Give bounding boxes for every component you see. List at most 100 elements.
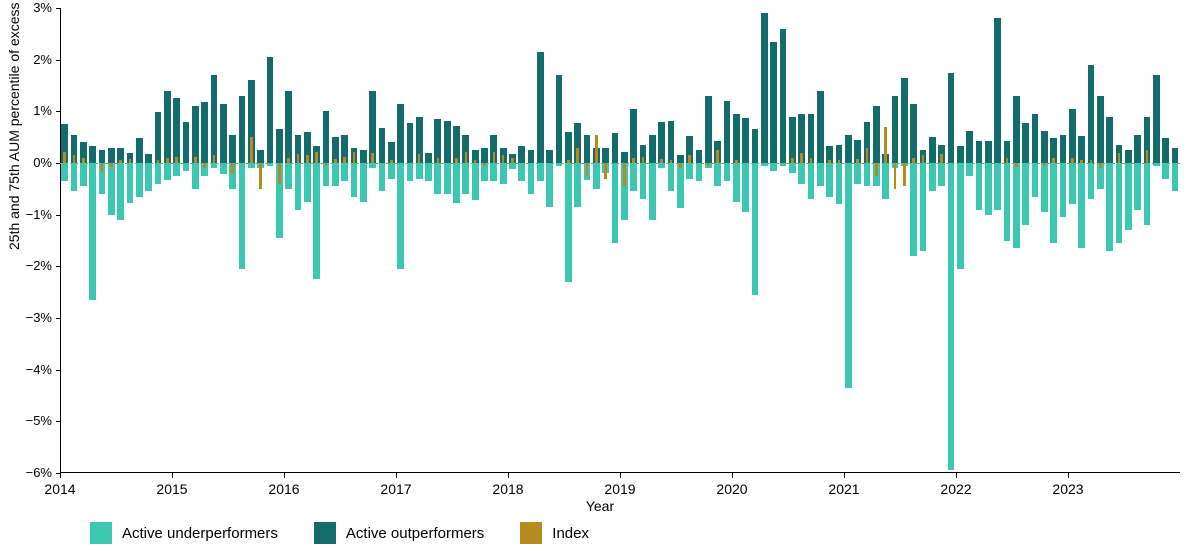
bar-index (465, 152, 468, 163)
bar-index (502, 155, 505, 163)
bar-underperformer (211, 163, 218, 168)
bar-underperformer (826, 163, 833, 197)
bar-outperformer (434, 119, 441, 163)
bar-underperformer (742, 163, 749, 212)
bar-index (437, 158, 440, 163)
bar-underperformer (630, 163, 637, 191)
bar-index (157, 160, 160, 163)
bar-underperformer (770, 163, 777, 171)
bar-outperformer (518, 146, 525, 163)
bar-index (1071, 158, 1074, 163)
bar-underperformer (1116, 163, 1123, 243)
bar-outperformer (966, 131, 973, 163)
bar-outperformer (173, 98, 180, 163)
legend-swatch-index (520, 522, 542, 544)
bar-index (315, 152, 318, 163)
bar-index (474, 160, 477, 163)
bar-underperformer (882, 163, 889, 199)
bar-underperformer (481, 163, 488, 181)
bar-underperformer (1013, 163, 1020, 248)
bar-index (455, 158, 458, 163)
bar-index (660, 159, 663, 163)
bar-outperformer (239, 96, 246, 163)
bar-outperformer (99, 150, 106, 163)
bar-underperformer (1004, 163, 1011, 241)
bar-outperformer (808, 114, 815, 163)
bar-underperformer (1144, 163, 1151, 225)
bar-outperformer (1022, 123, 1029, 163)
y-tick-mark (56, 8, 60, 9)
legend-label-outperformers: Active outperformers (346, 525, 484, 542)
bar-underperformer (285, 163, 292, 189)
bar-underperformer (845, 163, 852, 388)
bar-outperformer (733, 114, 740, 163)
y-tick-mark (56, 370, 60, 371)
bar-underperformer (724, 163, 731, 181)
bar-index (166, 158, 169, 163)
bar-index (604, 163, 607, 179)
bar-outperformer (201, 102, 208, 163)
bar-outperformer (379, 128, 386, 163)
bar-underperformer (985, 163, 992, 215)
bar-underperformer (434, 163, 441, 194)
bar-underperformer (145, 163, 152, 191)
bar-index (1090, 160, 1093, 163)
bar-outperformer (1172, 148, 1179, 164)
bar-underperformer (1078, 163, 1085, 248)
bar-outperformer (985, 141, 992, 163)
bar-outperformer (444, 121, 451, 163)
bar-underperformer (341, 163, 348, 181)
bar-underperformer (938, 163, 945, 186)
bar-index (278, 163, 281, 184)
legend: Active underperformers Active outperform… (90, 522, 589, 544)
bar-outperformer (164, 91, 171, 163)
bar-underperformer (360, 163, 367, 202)
bar-underperformer (127, 163, 134, 203)
bar-index (119, 160, 122, 163)
bar-outperformer (192, 106, 199, 163)
bar-index (325, 163, 328, 166)
y-tick-mark (56, 163, 60, 164)
bar-underperformer (108, 163, 115, 215)
bar-outperformer (910, 104, 917, 163)
bar-underperformer (490, 163, 497, 181)
bar-index (371, 153, 374, 163)
bar-underperformer (920, 163, 927, 251)
bar-outperformer (761, 13, 768, 163)
bar-underperformer (817, 163, 824, 186)
bar-outperformer (229, 135, 236, 163)
bar-underperformer (612, 163, 619, 243)
bar-outperformer (780, 29, 787, 163)
bar-outperformer (957, 146, 964, 163)
legend-label-underperformers: Active underperformers (122, 525, 278, 542)
bar-underperformer (425, 163, 432, 181)
bar-index (1146, 150, 1149, 163)
bar-underperformer (565, 163, 572, 282)
bar-underperformer (71, 163, 78, 191)
bar-underperformer (808, 163, 815, 199)
bar-underperformer (752, 163, 759, 295)
legend-swatch-outperformers (314, 522, 336, 544)
bar-outperformer (1153, 75, 1160, 163)
bar-underperformer (966, 163, 973, 176)
y-tick-mark (56, 421, 60, 422)
bar-underperformer (304, 163, 311, 202)
bar-index (259, 163, 262, 189)
bar-outperformer (323, 111, 330, 163)
bar-index (576, 148, 579, 164)
bar-index (670, 160, 673, 163)
bar-index (688, 155, 691, 163)
x-tick-mark (844, 473, 845, 478)
bar-outperformer (537, 52, 544, 163)
bar-index (940, 154, 943, 163)
y-tick-label: −6% (16, 465, 52, 480)
bar-outperformer (1078, 136, 1085, 163)
x-tick-mark (1068, 473, 1069, 478)
bar-outperformer (1069, 109, 1076, 163)
bar-underperformer (546, 163, 553, 207)
legend-label-index: Index (552, 525, 589, 542)
bars-layer (60, 8, 1180, 473)
bar-underperformer (183, 163, 190, 171)
bar-outperformer (425, 153, 432, 163)
bar-outperformer (546, 150, 553, 163)
